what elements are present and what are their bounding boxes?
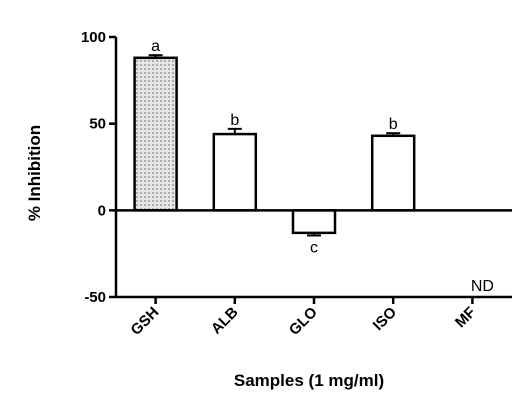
x-tick-label-mf: MF [452,304,479,331]
significance-letter-group: a b c b [151,38,398,256]
x-tick-label-alb: ALB [208,304,242,338]
bar-alb [212,132,258,212]
y-axis-title: % Inhibition [25,125,44,221]
y-tick-label: 0 [98,202,106,219]
significance-letter-glo: c [310,239,318,256]
x-tick-label-iso: ISO [370,304,401,335]
bar-iso [370,134,416,212]
y-tick-label: -50 [84,289,106,306]
significance-letter-alb: b [230,112,239,129]
x-axis-title: Samples (1 mg/ml) [234,371,384,390]
significance-letter-iso: b [389,116,398,133]
x-tick-group: GSH ALB GLO ISO MF [127,297,479,339]
error-bar-group [148,54,401,237]
y-tick-label: 50 [89,116,106,133]
bar-glo [291,209,337,235]
x-tick-label-glo: GLO [286,304,321,339]
not-detected-annotation: ND [471,278,494,295]
significance-letter-gsh: a [151,38,160,55]
y-tick-group: -50 0 50 100 [81,29,116,306]
bar-gsh [133,56,178,212]
y-tick-label: 100 [81,29,106,46]
x-tick-label-gsh: GSH [127,304,162,339]
bar-group [133,56,416,235]
